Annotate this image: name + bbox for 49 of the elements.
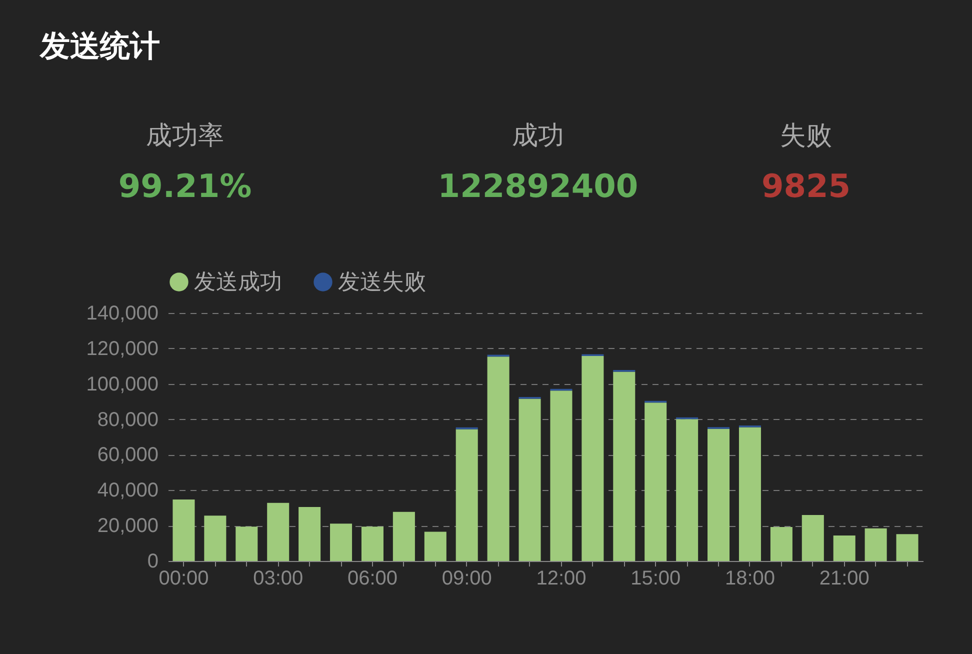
text: 成功 [511,120,565,153]
legend-label: 发送成功 [194,269,282,294]
bar [864,528,887,561]
bar [424,532,446,561]
y-tick-label: 100,000 [86,373,158,396]
bar [708,428,730,561]
bar [550,390,572,561]
text: 失败 [779,120,833,153]
bar [361,526,384,561]
bar [676,419,698,561]
text: 9825 [760,167,852,205]
text: 122892400 [436,167,640,205]
bar [236,526,258,561]
y-tick-label: 40,000 [97,480,158,502]
bar [456,429,478,561]
x-tick-label: 15:00 [630,568,681,590]
bar [770,526,792,561]
text: 成功率 [145,120,225,153]
x-tick-label: 09:00 [442,568,492,590]
bar [172,500,195,561]
y-tick-label: 20,000 [97,515,158,538]
bar [298,506,321,561]
bar [518,398,541,561]
x-tick-label: 03:00 [253,568,304,590]
x-tick-label: 18:00 [724,568,776,590]
y-tick-label: 0 [147,550,158,572]
bar [644,402,667,561]
x-tick-label: 06:00 [347,568,398,590]
y-tick-label: 60,000 [97,444,158,466]
legend-label: 发送失败 [338,269,426,294]
bar [487,356,510,561]
bar [392,512,415,561]
y-tick-label: 120,000 [86,338,158,360]
text: 99.21% [117,167,253,205]
bar [204,516,226,561]
bar [802,514,824,561]
x-tick-label: 00:00 [158,568,209,590]
text: 发送统计 [40,28,160,66]
y-tick-label: 80,000 [97,408,158,431]
bar [896,534,918,561]
x-tick-label: 21:00 [819,568,870,590]
bar [267,502,290,561]
x-tick-label: 12:00 [536,568,586,590]
bar [582,356,604,561]
bar [833,535,856,561]
bar [738,427,761,561]
bar [330,524,352,561]
y-tick-label: 140,000 [86,302,158,324]
bar [613,372,636,561]
